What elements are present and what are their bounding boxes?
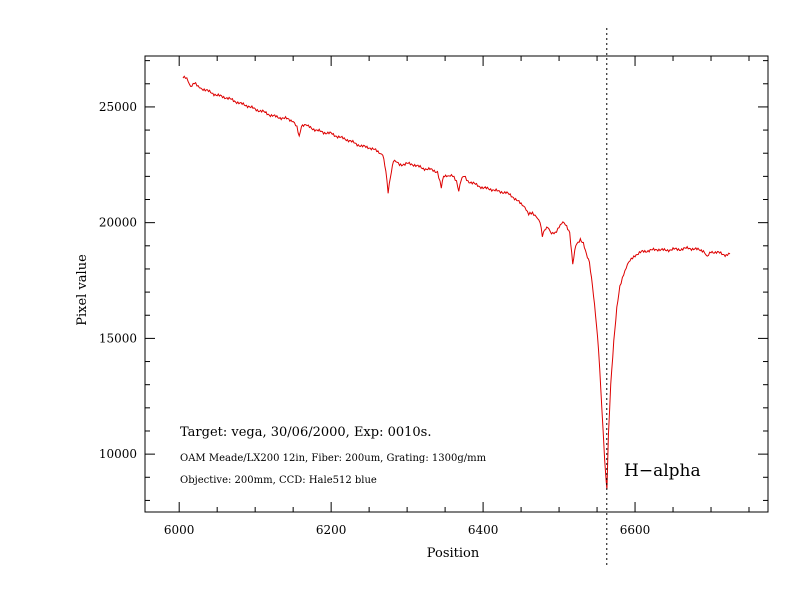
spectrum-series-line (182, 75, 731, 490)
x-tick-label: 6600 (620, 523, 651, 537)
axis-tick-labels: 6000 6200 6400 6600 10000 15000 20000 25000 (99, 100, 651, 537)
y-tick-label: 15000 (99, 331, 137, 345)
y-tick-label: 25000 (99, 100, 137, 114)
x-tick-label: 6400 (468, 523, 499, 537)
y-tick-label: 20000 (99, 216, 137, 230)
y-tick-label: 10000 (99, 447, 137, 461)
instrument-annotation: OAM Meade/LX200 12in, Fiber: 200um, Grat… (180, 453, 487, 464)
plot-frame (144, 55, 769, 513)
x-tick-label: 6000 (164, 523, 195, 537)
x-tick-label: 6200 (316, 523, 347, 537)
objective-annotation: Objective: 200mm, CCD: Hale512 blue (180, 475, 377, 486)
axis-ticks (145, 56, 768, 512)
target-annotation: Target: vega, 30/06/2000, Exp: 0010s. (180, 425, 432, 440)
y-axis-title: Pixel value (75, 254, 90, 326)
x-axis-title: Position (427, 546, 480, 561)
h-alpha-label: H−alpha (624, 461, 701, 481)
